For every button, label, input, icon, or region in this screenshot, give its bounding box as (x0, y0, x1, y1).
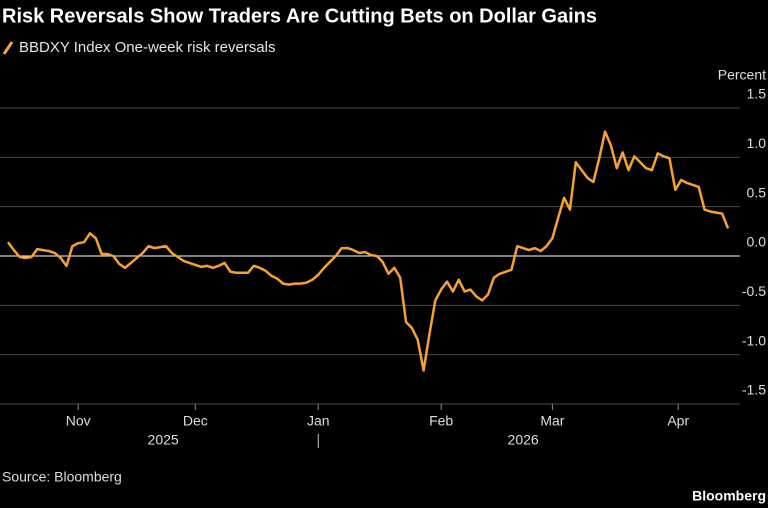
y-tick-label: -0.5 (742, 283, 766, 299)
y-tick-label: 0.0 (747, 234, 767, 250)
y-tick-label: 1.5 (747, 86, 767, 102)
x-tick-label: Mar (540, 413, 564, 429)
y-tick-label: -1.5 (742, 382, 766, 398)
year-label: 2025 (148, 432, 179, 448)
legend-label: BBDXY Index One-week risk reversals (19, 39, 276, 56)
y-tick-label: 1.0 (747, 135, 767, 151)
x-tick-label: Apr (667, 413, 689, 429)
year-label: 2026 (508, 432, 539, 448)
legend-swatch (2, 41, 14, 55)
brand: Bloomberg (692, 488, 766, 504)
y-tick-label: -1.0 (742, 332, 766, 348)
x-tick-label: Dec (183, 413, 208, 429)
axis-unit: Percent (718, 67, 766, 83)
y-tick-label: 0.5 (747, 184, 767, 200)
x-tick-label: Nov (66, 413, 91, 429)
source: Source: Bloomberg (2, 469, 122, 485)
x-tick-label: Jan (307, 413, 330, 429)
chart-title: Risk Reversals Show Traders Are Cutting … (2, 5, 597, 27)
series-line (6, 130, 730, 372)
x-tick-label: Feb (429, 413, 453, 429)
